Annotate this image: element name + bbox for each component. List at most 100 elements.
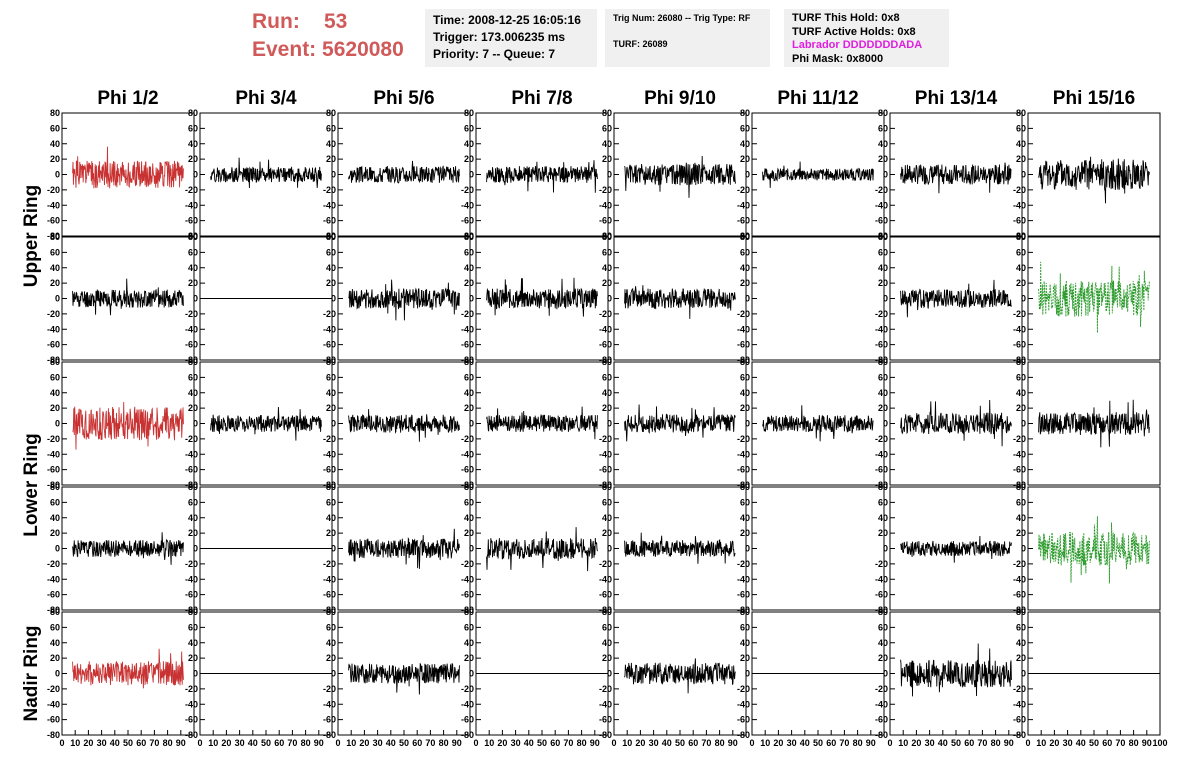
y-tick-label: -80 [737,231,750,241]
y-tick-label: -40 [461,324,474,334]
y-tick-label: -60 [875,715,888,725]
y-tick-label: -20 [599,185,612,195]
y-tick-label: -20 [47,559,60,569]
y-tick-label: -20 [599,309,612,319]
y-tick-label: 40 [188,263,198,273]
y-tick-label: -60 [185,590,198,600]
y-tick-label: -80 [323,730,336,740]
labrador-text: Labrador DDDDDDDADA [792,39,923,51]
waveform-series [900,279,1012,318]
x-tick-label: 20 [221,738,231,748]
y-tick-label: -40 [737,324,750,334]
y-tick-label: -40 [1013,699,1026,709]
y-tick-label: -20 [185,684,198,694]
y-tick-label: -20 [1013,185,1026,195]
y-tick-label: -80 [461,730,474,740]
y-tick-label: 40 [50,139,60,149]
y-tick-label: -60 [461,590,474,600]
y-tick-label: -40 [185,574,198,584]
y-tick-label: 20 [50,528,60,538]
y-tick-label: -60 [185,216,198,226]
y-tick-label: -40 [737,574,750,584]
x-tick-label: 80 [163,738,173,748]
y-tick-label: 0 [469,544,474,554]
y-tick-label: -20 [47,434,60,444]
x-tick-label: 60 [1102,738,1112,748]
y-tick-label: 20 [188,154,198,164]
y-tick-label: 20 [50,154,60,164]
y-tick-label: 0 [55,544,60,554]
x-tick-label: 0 [335,738,340,748]
x-tick-label: 40 [524,738,534,748]
y-tick-label: -20 [47,684,60,694]
x-tick-label: 10 [1036,738,1046,748]
x-tick-label: 0 [59,738,64,748]
y-tick-label: -80 [323,480,336,490]
y-tick-label: -20 [737,559,750,569]
y-tick-label: 0 [745,294,750,304]
x-tick-label: 80 [301,738,311,748]
y-tick-label: 60 [464,622,474,632]
y-tick-label: 40 [878,513,888,523]
y-tick-label: 80 [1016,357,1026,367]
y-tick-label: -40 [323,200,336,210]
y-tick-label: -40 [737,449,750,459]
y-tick-label: 40 [188,638,198,648]
waveform-series [1038,261,1150,333]
y-tick-label: 40 [464,139,474,149]
x-tick-label: 60 [688,738,698,748]
y-tick-label: 60 [464,123,474,133]
x-tick-label: 10 [208,738,218,748]
y-tick-label: -40 [461,200,474,210]
y-tick-label: 0 [55,170,60,180]
y-tick-label: -80 [47,231,60,241]
x-tick-label: 100 [1152,738,1167,748]
y-tick-label: 80 [878,482,888,492]
y-tick-label: 80 [188,607,198,617]
y-tick-label: 0 [469,294,474,304]
waveform-series [1038,516,1150,584]
y-tick-label: 60 [50,372,60,382]
x-tick-label: 60 [964,738,974,748]
y-tick-label: -20 [323,559,336,569]
waveform-series [624,155,736,198]
y-tick-label: 40 [326,263,336,273]
x-tick-label: 20 [773,738,783,748]
y-tick-label: 20 [188,528,198,538]
y-tick-label: 80 [740,108,750,118]
y-tick-label: -60 [599,465,612,475]
x-tick-label: 0 [1025,738,1030,748]
y-tick-label: 80 [50,482,60,492]
x-tick-label: 20 [911,738,921,748]
y-tick-label: -20 [185,559,198,569]
y-tick-label: 80 [602,482,612,492]
x-tick-label: 10 [70,738,80,748]
y-tick-label: 40 [50,263,60,273]
y-tick-label: -20 [875,559,888,569]
y-tick-label: -80 [323,355,336,365]
waveform-series [624,658,736,694]
y-tick-label: -60 [185,340,198,350]
y-tick-label: -60 [461,715,474,725]
y-tick-label: -20 [875,684,888,694]
y-tick-label: 40 [464,638,474,648]
y-tick-label: 80 [602,607,612,617]
y-tick-label: -60 [47,340,60,350]
y-tick-label: 0 [745,170,750,180]
column-label: Phi 3/4 [235,88,297,109]
x-tick-label: 90 [1142,738,1152,748]
y-tick-label: 20 [188,403,198,413]
y-tick-label: 0 [55,419,60,429]
y-tick-label: 80 [1016,607,1026,617]
y-tick-label: -80 [185,355,198,365]
waveform-series [762,161,874,188]
waveform-series [348,160,460,184]
x-tick-label: 70 [839,738,849,748]
y-tick-label: -20 [1013,684,1026,694]
y-tick-label: 0 [1021,544,1026,554]
y-tick-label: 80 [1016,482,1026,492]
y-tick-label: 20 [326,278,336,288]
y-tick-label: 80 [326,482,336,492]
y-tick-label: 40 [50,513,60,523]
event-value: 5620080 [322,38,404,61]
